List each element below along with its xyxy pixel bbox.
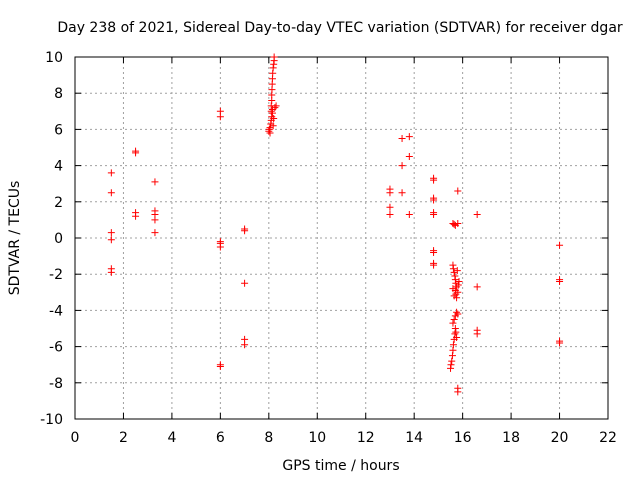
data-point <box>453 308 461 316</box>
data-point <box>454 388 462 396</box>
data-point <box>265 125 273 133</box>
x-tick-labels: 0 2 4 6 8 10 12 14 16 18 20 22 <box>71 430 617 446</box>
data-point <box>556 339 564 347</box>
data-point <box>268 105 276 113</box>
data-point <box>448 352 456 360</box>
data-point <box>451 330 459 338</box>
data-point <box>241 341 249 349</box>
x-tick-label: 14 <box>405 430 423 446</box>
data-points <box>107 53 564 396</box>
data-point <box>449 285 457 293</box>
data-point <box>454 310 462 318</box>
chart-title: Day 238 of 2021, Sidereal Day-to-day VTE… <box>57 20 623 36</box>
plot-frame <box>74 56 609 420</box>
x-tick-label: 8 <box>264 430 273 446</box>
data-point <box>454 288 462 296</box>
data-point <box>107 169 115 177</box>
data-point <box>453 334 461 342</box>
y-tick-label: 0 <box>54 231 63 247</box>
data-point <box>450 268 458 276</box>
data-point <box>241 227 249 235</box>
data-point <box>405 133 413 141</box>
data-point <box>107 236 115 244</box>
data-point <box>452 328 460 336</box>
x-tick-label: 6 <box>216 430 225 446</box>
x-tick-label: 18 <box>502 430 520 446</box>
data-point <box>430 196 438 204</box>
data-point <box>107 268 115 276</box>
data-point <box>151 178 159 186</box>
data-point <box>450 315 458 323</box>
y-tick-label: 10 <box>45 50 63 66</box>
data-point <box>473 330 481 338</box>
data-point <box>449 265 457 273</box>
data-point <box>266 129 274 137</box>
y-tick-label: 8 <box>54 86 63 102</box>
data-point <box>450 220 458 228</box>
y-tick-label: -2 <box>49 267 63 283</box>
y-tick-label: 6 <box>54 122 63 138</box>
y-tick-label: 2 <box>54 195 63 211</box>
data-point <box>107 229 115 237</box>
data-point <box>272 102 280 110</box>
data-point <box>216 113 224 121</box>
data-point <box>405 210 413 218</box>
y-tick-label: -6 <box>49 340 63 356</box>
x-tick-label: 0 <box>71 430 80 446</box>
data-point <box>449 319 457 327</box>
data-point <box>132 212 140 220</box>
data-point <box>132 149 140 157</box>
data-point <box>556 241 564 249</box>
data-point <box>398 162 406 170</box>
data-point <box>450 292 458 300</box>
data-point <box>269 122 277 130</box>
data-point <box>386 210 394 218</box>
x-tick-label: 20 <box>551 430 569 446</box>
data-point <box>430 176 438 184</box>
data-point <box>455 277 463 285</box>
y-tick-label: -4 <box>49 303 63 319</box>
x-tick-label: 2 <box>119 430 128 446</box>
y-tick-label: -8 <box>49 376 63 392</box>
data-point <box>216 363 224 371</box>
data-point <box>454 220 462 228</box>
data-point <box>398 189 406 197</box>
data-point <box>473 283 481 291</box>
data-point <box>151 229 159 237</box>
data-point <box>556 277 564 285</box>
data-point <box>454 281 462 289</box>
data-point <box>453 267 461 275</box>
data-point <box>386 189 394 197</box>
data-point <box>447 364 455 372</box>
y-axis-title: SDTVAR / TECUs <box>7 181 23 296</box>
x-tick-label: 22 <box>599 430 617 446</box>
data-point <box>398 134 406 142</box>
data-point <box>430 261 438 269</box>
data-point <box>473 210 481 218</box>
data-point <box>270 53 278 61</box>
data-point <box>430 210 438 218</box>
data-point <box>405 153 413 161</box>
y-tick-labels: -10 -8 -6 -4 -2 0 2 4 6 8 10 <box>40 50 63 428</box>
data-point <box>216 243 224 251</box>
grid-lines <box>75 57 608 419</box>
x-tick-label: 4 <box>167 430 176 446</box>
data-point <box>151 216 159 224</box>
x-axis-title: GPS time / hours <box>282 458 399 474</box>
y-tick-label: 4 <box>54 159 63 175</box>
data-point <box>454 187 462 195</box>
data-point <box>241 279 249 287</box>
data-point <box>270 115 278 123</box>
data-point <box>430 248 438 256</box>
x-tick-label: 10 <box>308 430 326 446</box>
data-point <box>448 357 456 365</box>
data-point <box>453 283 461 291</box>
data-point <box>386 203 394 211</box>
x-tick-label: 16 <box>454 430 472 446</box>
y-tick-label: -10 <box>40 412 63 428</box>
data-point <box>107 189 115 197</box>
x-tick-label: 12 <box>357 430 375 446</box>
